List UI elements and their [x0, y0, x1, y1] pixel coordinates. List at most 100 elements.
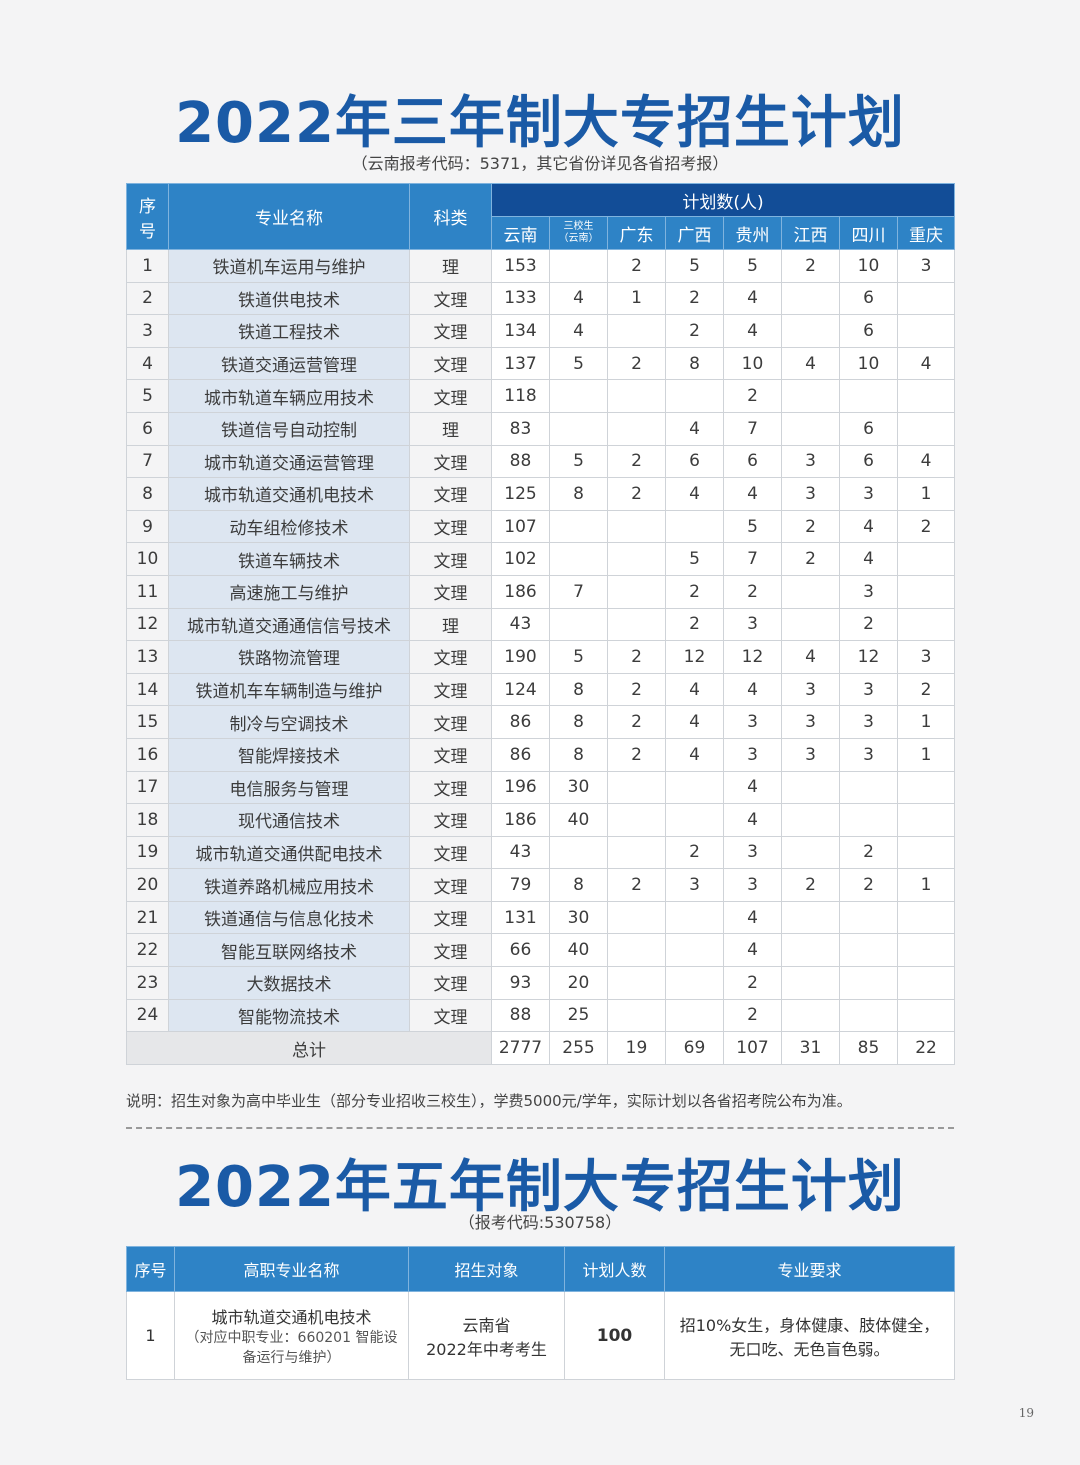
header-province: 广西: [665, 216, 724, 250]
plan-value: 6: [839, 281, 898, 316]
plan-value: 3: [781, 477, 840, 511]
plan-value: 10: [839, 346, 898, 381]
plan-value: 7: [723, 411, 782, 446]
plan-value: [607, 835, 666, 870]
plan-value: 2: [781, 868, 840, 902]
plan-value: [839, 966, 898, 1000]
table-row: 17 电信服务与管理 文理 196 30 4: [126, 770, 956, 805]
plan-value: 86: [491, 737, 550, 772]
plan-value: 25: [549, 998, 608, 1033]
plan-value: 4: [665, 411, 724, 446]
plan-value: [781, 574, 840, 609]
plan-value: 12: [723, 640, 782, 674]
table-row: 16 智能焊接技术 文理 86 8 2 4 3 3 3 1: [126, 737, 956, 772]
total-value: 19: [607, 1031, 666, 1065]
plan-value: [781, 379, 840, 413]
plan-value: 3: [896, 249, 956, 283]
plan-value: [839, 803, 898, 837]
plan-value: 4: [723, 770, 782, 805]
plan-value: 4: [665, 477, 724, 511]
enrollment-note: 说明：招生对象为高中毕业生（部分专业招收三校生），学费5000元/学年，实际计划…: [126, 1092, 852, 1110]
plan-value: 8: [549, 868, 608, 902]
plan-value: 88: [491, 444, 550, 479]
row-index: 2: [126, 281, 169, 316]
table-row: 7 城市轨道交通运营管理 文理 88 5 2 6 6 3 6 4: [126, 444, 956, 479]
plan-value: 8: [549, 705, 608, 739]
plan-value: 2: [607, 705, 666, 739]
row-index: 10: [126, 542, 169, 576]
plan-value: 2: [607, 672, 666, 707]
table-row: 21 铁道通信与信息化技术 文理 131 30 4: [126, 900, 956, 935]
plan-value: [665, 803, 724, 837]
plan-value: 3: [781, 444, 840, 479]
table-row: 8 城市轨道交通机电技术 文理 125 8 2 4 4 3 3 1: [126, 477, 956, 511]
plan-value: 125: [491, 477, 550, 511]
row-index: 8: [126, 477, 169, 511]
row-index: 11: [126, 574, 169, 609]
plan-value: 4: [723, 281, 782, 316]
table-row: 19 城市轨道交通供配电技术 文理 43 2 3 2: [126, 835, 956, 870]
row-index: 3: [126, 314, 169, 348]
plan-value: [607, 803, 666, 837]
header-province: 云南: [491, 216, 550, 250]
major-name: 智能物流技术: [168, 998, 410, 1033]
header-category: 科类: [409, 183, 492, 250]
header-major: 高职专业名称: [174, 1246, 409, 1292]
plan-value: 8: [665, 346, 724, 381]
category: 文理: [409, 705, 492, 739]
plan-value: 2: [607, 477, 666, 511]
five-year-plan-title: 2022年五年制大专招生计划: [175, 1155, 905, 1220]
plan-value: 2: [781, 249, 840, 283]
table-row: 12 城市轨道交通通信信号技术理 43 2 3 2: [126, 607, 956, 642]
plan-value: 79: [491, 868, 550, 902]
plan-value: 2: [665, 281, 724, 316]
plan-value: 2: [665, 314, 724, 348]
plan-value: [549, 835, 608, 870]
section-divider: [126, 1127, 954, 1129]
plan-value: [607, 379, 666, 413]
plan-value: [607, 509, 666, 544]
plan-value: 6: [665, 444, 724, 479]
major-name: 铁道工程技术: [168, 314, 410, 348]
plan-value: [896, 803, 956, 837]
category: 文理: [409, 379, 492, 413]
plan-value: 2: [607, 346, 666, 381]
major-name: 智能互联网络技术: [168, 933, 410, 968]
header-province: 江西: [781, 216, 840, 250]
plan-value: [839, 998, 898, 1033]
plan-value: 10: [723, 346, 782, 381]
plan-value: [549, 379, 608, 413]
plan-value: [549, 607, 608, 642]
row-index: 24: [126, 998, 169, 1033]
table-row: 23 大数据技术 文理 93 20 2: [126, 966, 956, 1000]
plan-value: [896, 998, 956, 1033]
plan-value: 4: [839, 542, 898, 576]
plan-value: 3: [781, 672, 840, 707]
plan-value: 5: [549, 640, 608, 674]
total-value: 107: [723, 1031, 782, 1065]
plan-value: 66: [491, 933, 550, 968]
category: 文理: [409, 770, 492, 805]
plan-value: 4: [723, 900, 782, 935]
plan-value: [665, 379, 724, 413]
plan-value: [896, 281, 956, 316]
plan-value: 2: [723, 966, 782, 1000]
plan-value: 4: [896, 444, 956, 479]
plan-value: 4: [665, 672, 724, 707]
table-row: 18 现代通信技术 文理 186 40 4: [126, 803, 956, 837]
target-line: 云南省: [462, 1315, 511, 1335]
plan-value: 5: [549, 444, 608, 479]
plan-value: [781, 933, 840, 968]
plan-value: 2: [781, 509, 840, 544]
plan-value: 4: [723, 803, 782, 837]
header-province: 四川: [839, 216, 898, 250]
requirement-line: 招10%女生，身体健康、肢体健全，: [679, 1315, 940, 1335]
plan-value: [607, 542, 666, 576]
plan-value: [896, 542, 956, 576]
plan-value: 3: [781, 705, 840, 739]
row-index: 18: [126, 803, 169, 837]
plan-value: [781, 314, 840, 348]
header-province: 广东: [607, 216, 666, 250]
plan-value: 186: [491, 574, 550, 609]
major-name: 电信服务与管理: [168, 770, 410, 805]
